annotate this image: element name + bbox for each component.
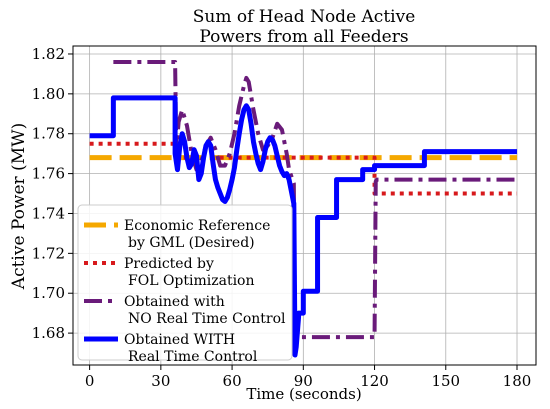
series-group (89, 59, 518, 358)
x-tick-label: 150 (431, 372, 460, 390)
chart-title-line-1: Sum of Head Node Active (193, 7, 416, 27)
y-tick-label: 1.68 (32, 324, 65, 342)
x-axis-label: Time (seconds) (246, 385, 361, 403)
legend: Economic Reference by GML (Desired) Predic… (77, 204, 293, 365)
chart-title-line-2: Powers from all Feeders (199, 27, 408, 47)
legend-label-2: Obtained with NO Real Time Control (124, 294, 286, 327)
plot-frame (72, 45, 537, 366)
y-tick-label: 1.70 (32, 284, 65, 302)
y-tick-label: 1.82 (32, 45, 65, 63)
x-tick-label: 60 (223, 372, 242, 390)
axis-ticks: 0 30 60 90 120 150 180 1.68 1.70 1.72 1.74 1.76 1.78… (32, 45, 532, 390)
y-tick-label: 1.76 (32, 165, 65, 183)
x-tick-label: 30 (151, 372, 170, 390)
legend-label-1: Predicted by FOL Optimization (124, 256, 255, 289)
series-line-3 (89, 95, 518, 358)
legend-box (77, 204, 293, 361)
y-tick-label: 1.80 (32, 85, 65, 103)
legend-label-3: Obtained WITH Real Time Control (124, 332, 258, 365)
x-tick-label: 180 (503, 372, 532, 390)
y-axis-label: Active Power (MW) (9, 123, 29, 290)
y-tick-label: 1.78 (32, 125, 65, 143)
x-tick-label: 120 (360, 372, 389, 390)
x-tick-label: 90 (294, 372, 313, 390)
y-tick-label: 1.72 (32, 244, 65, 262)
legend-label-0: Economic Reference by GML (Desired) (124, 218, 270, 251)
x-tick-label: 0 (85, 372, 95, 390)
y-tick-label: 1.74 (32, 204, 65, 222)
